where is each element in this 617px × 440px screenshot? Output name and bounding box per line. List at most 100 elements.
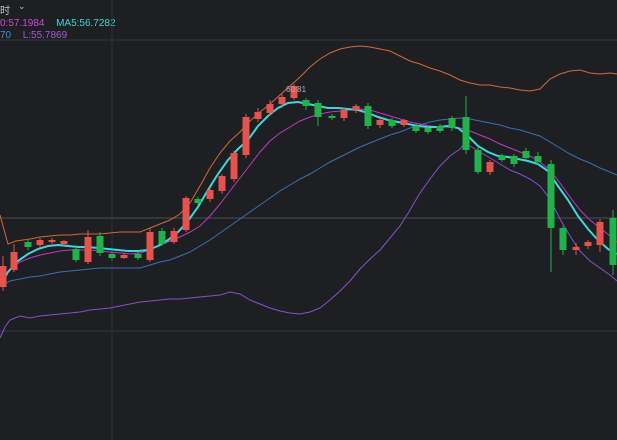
candle xyxy=(547,160,555,272)
candle xyxy=(412,124,420,133)
candle xyxy=(436,124,444,133)
candle xyxy=(474,146,482,174)
candle-body xyxy=(182,198,190,230)
candle xyxy=(84,230,92,264)
candle-body xyxy=(108,254,116,258)
candle-body xyxy=(559,228,567,250)
candle xyxy=(242,114,250,158)
candle-body xyxy=(254,112,262,119)
candle xyxy=(498,154,506,162)
candle-body xyxy=(474,150,482,172)
candle xyxy=(194,197,202,205)
candle xyxy=(486,160,494,175)
candle-body xyxy=(436,126,444,131)
candle-body xyxy=(206,190,214,199)
candle xyxy=(534,152,542,165)
ma-blue-line xyxy=(0,117,617,288)
candle xyxy=(400,119,408,127)
candle xyxy=(314,100,322,126)
candle-body xyxy=(146,232,154,260)
candle xyxy=(278,94,286,108)
candle xyxy=(36,238,44,248)
candle xyxy=(254,108,262,122)
candle-body xyxy=(352,106,360,110)
candle-body xyxy=(522,151,530,158)
candle-body xyxy=(462,117,470,150)
candle-body xyxy=(158,231,166,244)
period-selector[interactable]: 时 xyxy=(0,6,10,17)
candle xyxy=(24,240,32,250)
legend-ma5: MA5:56.7282 xyxy=(56,18,116,29)
candle-body xyxy=(424,128,432,132)
candle-body xyxy=(120,255,128,258)
candle xyxy=(120,253,128,259)
candle xyxy=(302,98,310,110)
candle xyxy=(290,84,298,100)
candle xyxy=(218,174,226,194)
candle xyxy=(448,116,456,131)
candle-body xyxy=(448,118,456,128)
candle-body xyxy=(60,241,68,244)
candle xyxy=(522,148,530,160)
candle-body xyxy=(10,252,18,270)
candle xyxy=(146,228,154,262)
candle-body xyxy=(0,266,7,287)
candle xyxy=(0,256,7,291)
candle xyxy=(424,126,432,134)
candle-body xyxy=(72,249,80,260)
candle-body xyxy=(510,156,518,164)
candle xyxy=(352,104,360,113)
candle xyxy=(328,114,336,120)
candle-body xyxy=(340,110,348,118)
candle xyxy=(48,238,56,244)
candle-body xyxy=(486,162,494,172)
candle-layer xyxy=(0,84,617,291)
candle xyxy=(10,244,18,272)
candle xyxy=(340,108,348,121)
candle-body xyxy=(400,120,408,125)
candle xyxy=(182,196,190,232)
candle-body xyxy=(534,156,542,162)
candle xyxy=(376,118,384,128)
candle xyxy=(364,103,372,129)
peak-price-label: 60.81 xyxy=(286,85,307,94)
candle xyxy=(206,188,214,202)
toolbar: 时 ⌄ xyxy=(0,0,617,17)
legend-value-magenta: 0:57.1984 xyxy=(0,18,45,29)
candle-body xyxy=(572,247,580,250)
legend-lower-band: L:55.7869 xyxy=(22,30,68,41)
boll-upper-line xyxy=(0,45,617,245)
candle-body xyxy=(328,116,336,118)
candle xyxy=(510,154,518,167)
candle-body xyxy=(84,237,92,262)
candle xyxy=(609,210,617,275)
candle xyxy=(584,240,592,249)
candle xyxy=(108,252,116,260)
candle xyxy=(230,151,238,182)
chevron-down-icon[interactable]: ⌄ xyxy=(18,1,26,11)
candle xyxy=(158,228,166,246)
ma-magenta-line xyxy=(0,108,617,281)
candle-body xyxy=(364,106,372,126)
candle xyxy=(462,96,470,154)
candle-body xyxy=(302,100,310,106)
candle-body xyxy=(230,153,238,179)
candle xyxy=(266,100,274,116)
candle-body xyxy=(266,104,274,113)
candle-body xyxy=(547,164,555,228)
candle-body xyxy=(218,176,226,191)
candle xyxy=(96,232,104,256)
candle xyxy=(559,226,567,255)
candle-body xyxy=(498,156,506,160)
candle-body xyxy=(584,242,592,246)
candle-body xyxy=(242,117,250,155)
candle-body xyxy=(290,86,298,98)
candle-body xyxy=(170,231,178,242)
candle-body xyxy=(278,97,286,104)
candle-body xyxy=(609,218,617,265)
candle-body xyxy=(48,240,56,242)
legend-value-blue: 70 xyxy=(0,30,12,41)
